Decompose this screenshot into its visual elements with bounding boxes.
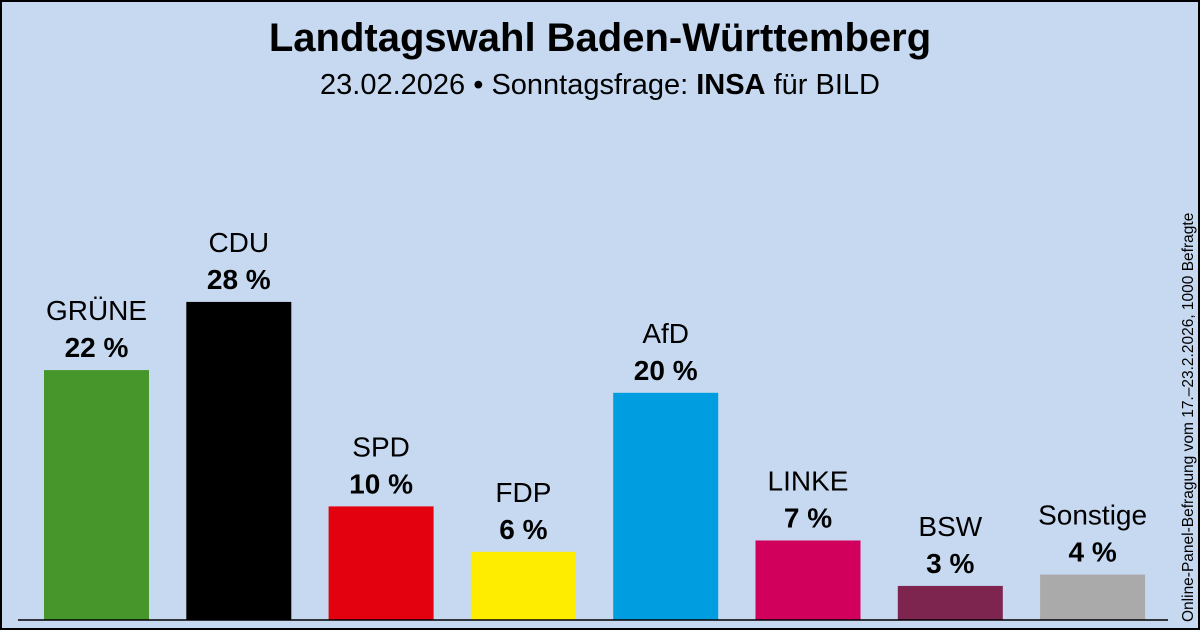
value-label-cdu: 28 % [207,264,271,295]
bar-bsw [897,585,1003,620]
bar-fdp [470,551,576,620]
poll-client: für BILD [765,69,880,101]
poll-date: 23.02.2026 [320,69,466,101]
bar-afd [613,392,719,620]
party-label-spd: SPD [352,431,410,462]
party-label-fdp: FDP [495,477,551,508]
value-label-linke: 7 % [784,502,832,533]
value-label-sonstige: 4 % [1068,537,1116,568]
value-label-afd: 20 % [634,355,698,386]
party-label-afd: AfD [642,318,689,349]
bar-cdu [186,301,292,620]
bar-spd [328,506,434,620]
party-label-sonstige: Sonstige [1038,500,1147,531]
subtitle-separator: • Sonntagsfrage: [465,69,697,101]
poll-institute: INSA [696,69,766,101]
chart-title: Landtagswahl Baden-Württemberg [268,16,932,60]
value-label-bsw: 3 % [926,548,974,579]
chart-subtitle: 23.02.2026 • Sonntagsfrage: INSA für BIL… [2,69,1198,102]
party-label-gr-ne: GRÜNE [46,295,147,326]
bar-linke [755,540,861,620]
value-label-gr-ne: 22 % [65,332,129,363]
party-label-linke: LINKE [768,465,849,496]
value-label-spd: 10 % [349,468,413,499]
party-label-bsw: BSW [918,511,982,542]
bar-sonstige [1040,574,1146,620]
party-label-cdu: CDU [208,227,269,258]
bars-group: 22 % GRÜNE 28 % CDU 10 % SPD 6 % FDP 20 % AfD 7 % L… [44,227,1147,620]
value-label-fdp: 6 % [499,514,547,545]
bar-gr-ne [44,370,149,620]
